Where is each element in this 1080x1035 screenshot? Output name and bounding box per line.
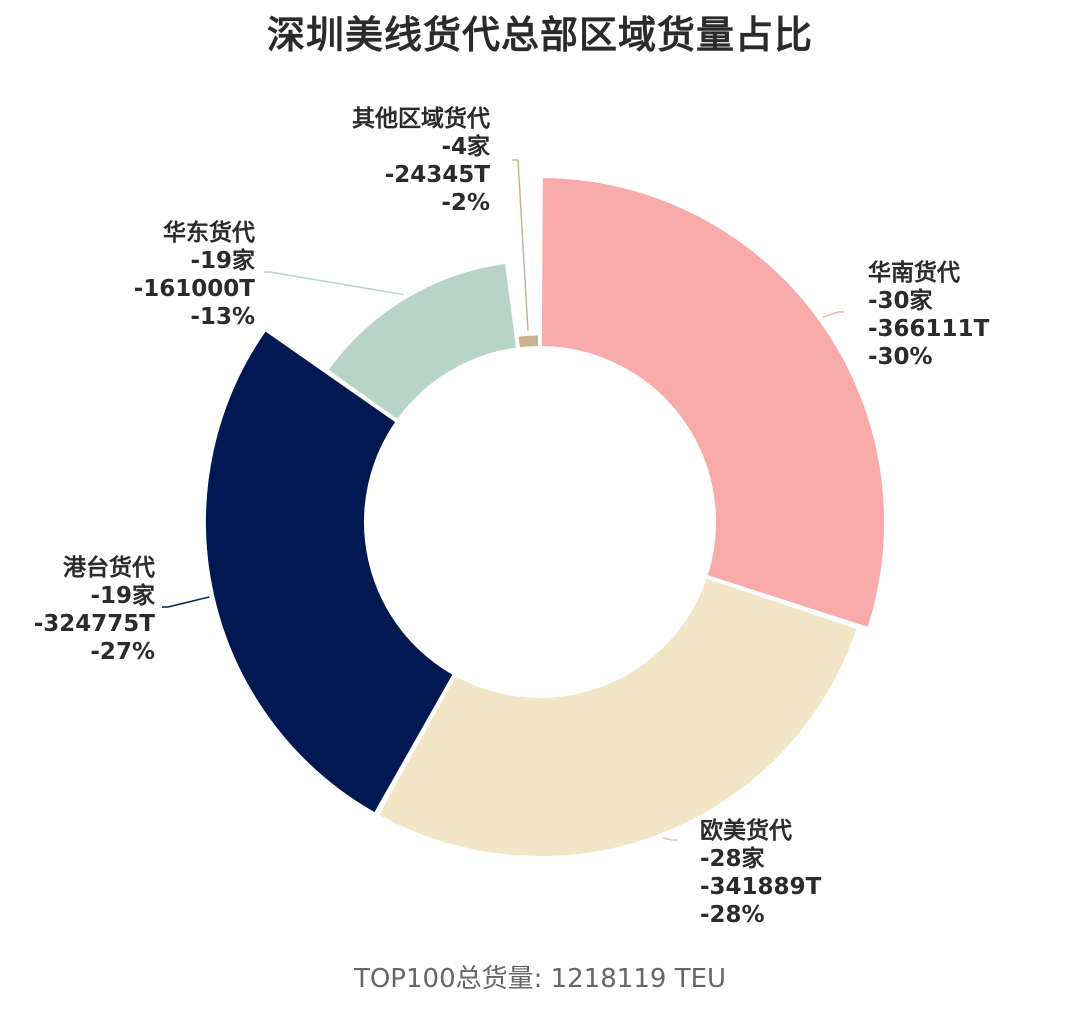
pie-slice-2 xyxy=(376,576,859,858)
leader-line-5 xyxy=(512,159,529,331)
slice-volume: -324775T xyxy=(34,611,156,637)
leader-lines-layer xyxy=(162,159,844,841)
slice-name: 华南货代 xyxy=(868,259,960,286)
leader-line-2 xyxy=(662,837,678,841)
labels-layer: 华南货代-30家-366111T -30% 欧美货代-28家-341889T -28%… xyxy=(34,105,990,928)
slice-percent: -30% xyxy=(868,344,933,370)
slice-volume: -366111T xyxy=(868,316,990,342)
leader-line-3 xyxy=(162,596,210,608)
slice-label-3: 港台货代-19家-324775T -27% xyxy=(34,554,156,665)
slice-count: -19家 xyxy=(90,582,155,609)
slice-name: 港台货代 xyxy=(63,554,155,581)
total-volume-note: TOP100总货量: 1218119 TEU xyxy=(353,964,727,994)
slice-label-2: 欧美货代-28家-341889T -28% xyxy=(700,817,822,928)
leader-line-4 xyxy=(264,271,404,296)
slice-volume: -161000T xyxy=(134,276,256,302)
slice-percent: -2% xyxy=(441,190,490,216)
slice-name: 其他区域货代 xyxy=(352,105,490,132)
slice-label-1: 华南货代-30家-366111T -30% xyxy=(868,259,990,370)
slice-label-4: 华东货代-19家-161000T -13% xyxy=(134,219,256,330)
pie-slice-3 xyxy=(204,328,456,815)
slice-percent: -13% xyxy=(190,304,255,330)
slice-count: -30家 xyxy=(868,287,933,314)
leader-line-1 xyxy=(822,311,844,319)
slice-name: 华东货代 xyxy=(163,219,255,246)
pie-slice-1 xyxy=(539,175,887,630)
slice-count: -19家 xyxy=(190,247,255,274)
slice-name: 欧美货代 xyxy=(700,817,792,844)
slice-volume: -341889T xyxy=(700,874,822,900)
slices-layer xyxy=(204,175,887,858)
slice-count: -4家 xyxy=(441,133,490,160)
slice-label-5: 其他区域货代-4家-24345T -2% xyxy=(352,105,490,216)
slice-percent: -28% xyxy=(700,902,765,928)
pie-slice-5 xyxy=(516,333,541,350)
slice-count: -28家 xyxy=(700,845,765,872)
slice-volume: -24345T xyxy=(385,162,491,188)
chart-title: 深圳美线货代总部区域货量占比 xyxy=(266,13,813,57)
slice-percent: -27% xyxy=(90,639,155,665)
pie-slice-4 xyxy=(325,261,519,422)
